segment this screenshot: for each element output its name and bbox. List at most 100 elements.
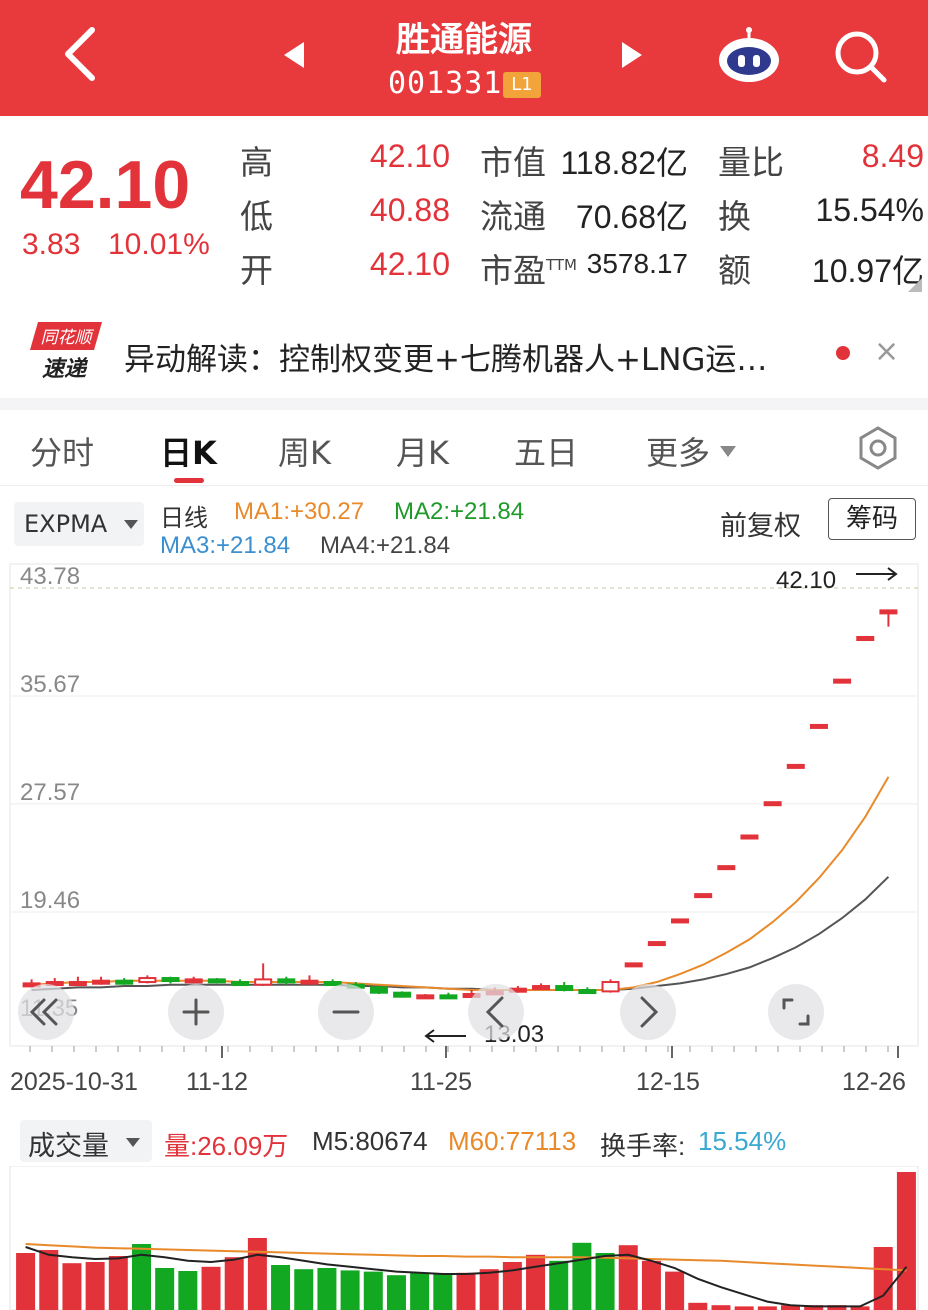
volume-bar <box>711 1305 731 1310</box>
volume-bar <box>688 1302 708 1310</box>
zoom-out-icon[interactable] <box>318 984 374 1040</box>
period-tabs: 分时 日K 周K 月K 五日 更多 <box>0 410 928 486</box>
volume-selector[interactable]: 成交量 <box>20 1120 152 1162</box>
chevron-left-icon[interactable] <box>468 984 524 1040</box>
fullscreen-icon[interactable] <box>768 984 824 1040</box>
volume-bar <box>131 1244 151 1310</box>
candle-body <box>694 893 713 899</box>
open-value: 42.10 <box>369 246 450 282</box>
chips-button[interactable]: 筹码 <box>828 498 916 540</box>
volume-m60-line <box>25 1243 907 1272</box>
tab-intraday[interactable]: 分时 <box>30 434 95 472</box>
volume-bar <box>271 1265 291 1310</box>
glyph <box>41 998 58 1026</box>
chevron-down-icon[interactable] <box>720 446 736 457</box>
svg-text:同花顺: 同花顺 <box>41 328 95 348</box>
tab-five-day[interactable]: 五日 <box>514 434 579 472</box>
candle-body <box>254 978 273 986</box>
x-tick-label: 11-25 <box>410 1068 472 1096</box>
candle-body <box>92 979 111 985</box>
chevron-left-icon[interactable] <box>56 22 104 86</box>
volume-bar <box>526 1254 546 1310</box>
triangle-left-icon[interactable] <box>282 40 306 70</box>
candle-body <box>717 865 736 871</box>
volume-bar <box>456 1272 476 1310</box>
volume-value: 量:26.09万 <box>164 1131 289 1161</box>
volume-bar <box>16 1253 36 1310</box>
kline-candles <box>22 609 898 1000</box>
volume-bar <box>433 1274 453 1310</box>
robot-icon[interactable] <box>716 26 782 84</box>
tab-daily-k[interactable]: 日K <box>160 434 217 472</box>
volume-chart[interactable] <box>0 1166 928 1310</box>
ma4-line <box>31 876 890 992</box>
glyph <box>29 998 46 1026</box>
kline-controls <box>18 984 824 1040</box>
high-value: 42.10 <box>369 138 450 174</box>
quote-panel: 42.10 3.83 10.01% 高 低 开 42.10 40.88 42.1… <box>0 116 928 306</box>
volume-bar <box>62 1263 82 1310</box>
candle-body <box>578 989 597 995</box>
kline-ma-lines <box>31 776 890 992</box>
tab-weekly-k[interactable]: 周K <box>278 434 331 472</box>
high-annotation: 42.10 <box>776 567 836 594</box>
high-label: 高 <box>240 143 273 182</box>
close-icon[interactable]: × <box>874 334 900 369</box>
candle-body <box>416 994 435 1000</box>
candle-body <box>393 991 412 998</box>
candle-body <box>532 985 551 991</box>
ma2-label: MA2:+21.84 <box>394 498 525 525</box>
candle-body <box>555 985 574 992</box>
turnover-rate-value: 15.54% <box>698 1126 787 1156</box>
candle-body <box>68 981 87 987</box>
candle-body <box>439 994 458 1000</box>
expand-corner-icon[interactable] <box>908 278 922 292</box>
candle-body <box>624 962 643 968</box>
adjust-mode[interactable]: 前复权 <box>720 511 801 542</box>
indicator-name: EXPMA <box>24 510 108 538</box>
candle-body <box>323 981 342 987</box>
news-text[interactable]: 异动解读：控制权变更+七腾机器人+LNG运… <box>124 342 768 378</box>
ma1-line <box>31 776 890 992</box>
volume-bar <box>618 1245 638 1310</box>
volume-bar <box>410 1272 430 1310</box>
low-arrow-head <box>424 1029 435 1043</box>
kline-x-labels: 2025-10-31 11-12 11-25 12-15 12-26 <box>10 1045 918 1096</box>
volume-bar <box>502 1262 522 1310</box>
price-change: 3.83 <box>22 228 81 261</box>
zoom-in-icon[interactable] <box>168 984 224 1040</box>
volume-frame <box>9 1166 919 1310</box>
rewind-icon[interactable] <box>18 984 74 1040</box>
float-value: 70.68亿 <box>575 199 688 235</box>
level-badge: L1 <box>503 72 541 98</box>
control-bg <box>620 984 676 1040</box>
volume-bar <box>178 1271 198 1310</box>
news-banner[interactable]: 同花顺 速递 异动解读：控制权变更+七腾机器人+LNG运… × <box>0 306 928 398</box>
chevron-right-icon[interactable] <box>620 984 676 1040</box>
volume-m5: M5:80674 <box>312 1126 428 1156</box>
volume-bar <box>595 1253 615 1310</box>
glyph <box>640 996 659 1028</box>
turnover-label: 换 <box>718 197 751 236</box>
pe-sup: TTM <box>546 256 578 274</box>
volume-bar <box>479 1269 499 1310</box>
amount-value: 10.97亿 <box>811 253 924 289</box>
candle-body <box>786 763 805 769</box>
chevron-down-icon <box>126 1138 140 1147</box>
unread-dot <box>836 346 850 360</box>
indicator-selector[interactable]: EXPMA <box>14 502 144 546</box>
tab-monthly-k[interactable]: 月K <box>396 434 449 472</box>
volume-bar <box>781 1305 801 1310</box>
search-icon[interactable] <box>832 28 888 84</box>
volume-bar <box>665 1271 685 1310</box>
x-tick-label: 11-12 <box>186 1068 248 1096</box>
tab-more[interactable]: 更多 <box>646 434 711 472</box>
candle-body <box>115 979 134 985</box>
triangle-right-icon[interactable] <box>620 40 644 70</box>
x-tick-label: 12-15 <box>636 1068 700 1096</box>
mcap-label: 市值 <box>480 143 546 182</box>
volume-selector-label: 成交量 <box>28 1131 109 1162</box>
ma1-label: MA1:+30.27 <box>234 498 365 525</box>
settings-icon[interactable] <box>856 426 900 470</box>
